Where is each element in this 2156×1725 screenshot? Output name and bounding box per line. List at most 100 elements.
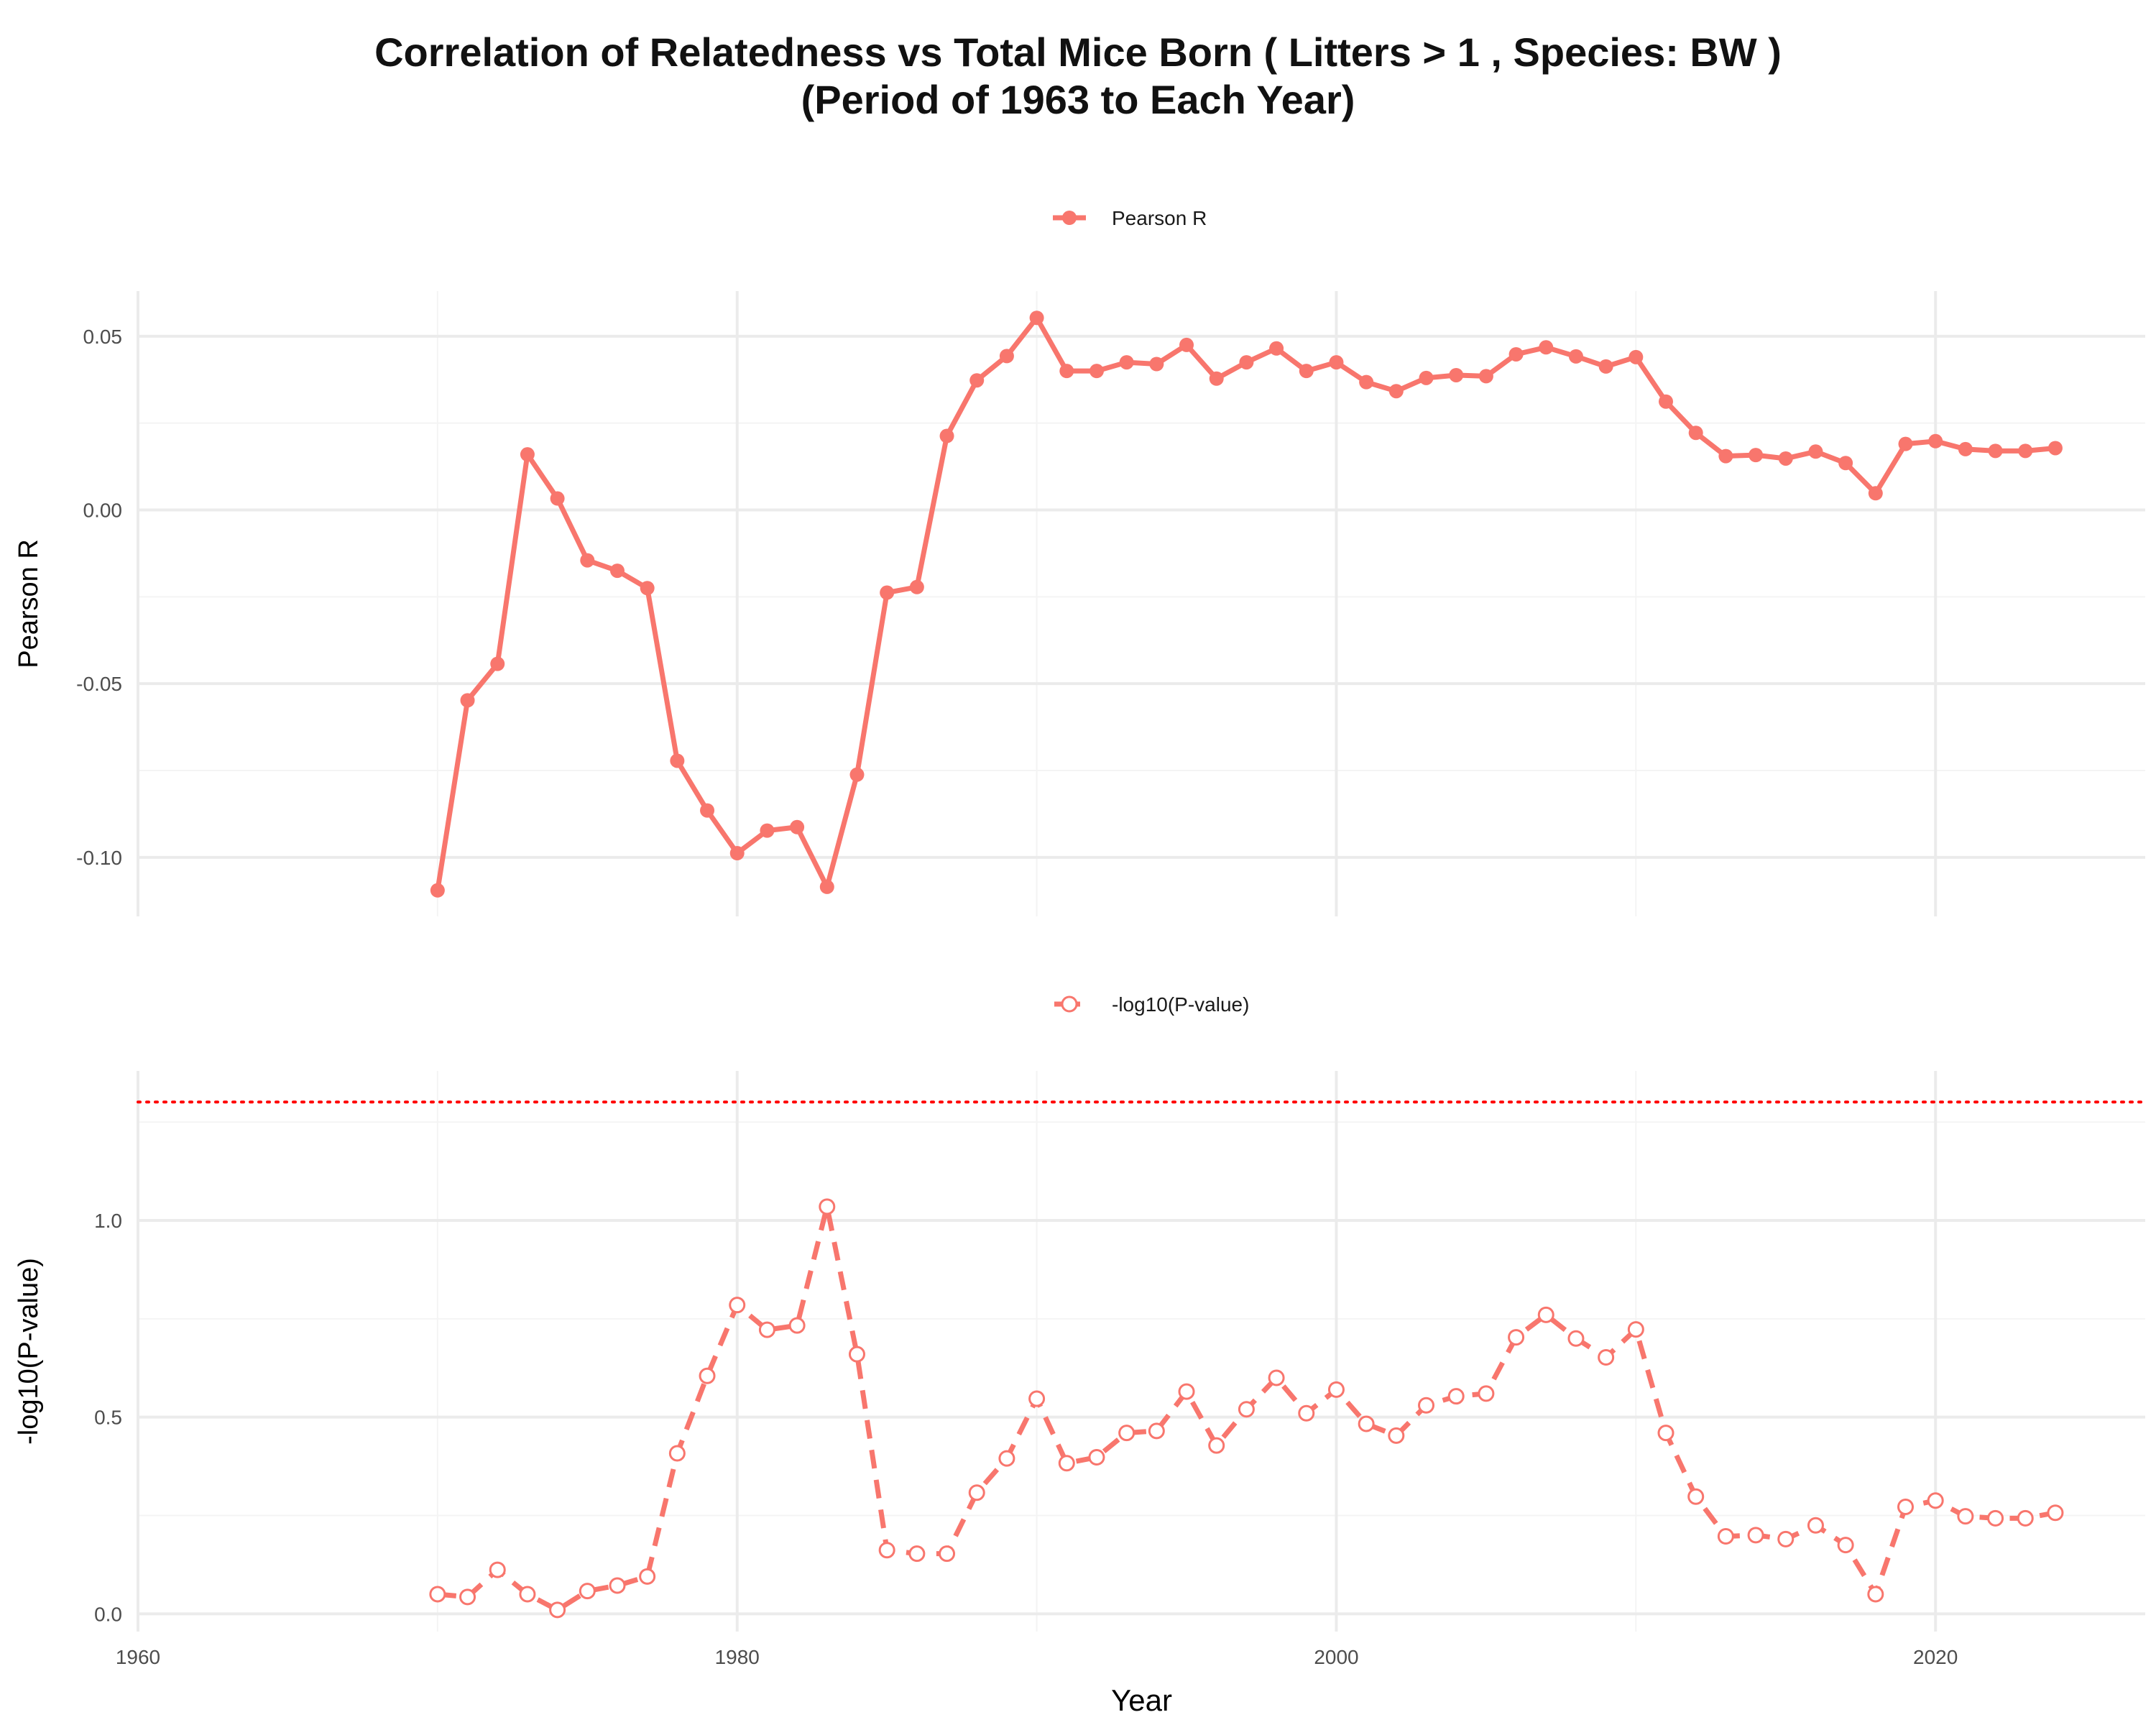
pvalue-data-point xyxy=(1957,1508,1974,1525)
pvalue-data-point xyxy=(1687,1488,1705,1505)
pearson-data-point xyxy=(1539,340,1554,355)
pvalue-data-point xyxy=(1837,1537,1854,1554)
pvalue-data-point xyxy=(1598,1348,1615,1366)
pvalue-data-point xyxy=(519,1586,536,1603)
pvalue-data-point xyxy=(908,1545,926,1563)
pearson-data-point xyxy=(1568,349,1583,364)
pvalue-data-point xyxy=(819,1198,836,1215)
pvalue-data-point xyxy=(1478,1385,1495,1402)
pvalue-data-point xyxy=(758,1321,775,1338)
pearson-data-point xyxy=(849,767,865,782)
pvalue-data-point xyxy=(1298,1404,1315,1422)
pvalue-data-point xyxy=(1567,1330,1585,1347)
pvalue-data-point xyxy=(459,1588,476,1606)
pearson-data-point xyxy=(1329,355,1344,370)
pearson-data-point xyxy=(640,581,655,596)
pearson-data-point xyxy=(1179,337,1194,352)
pvalue-data-point xyxy=(968,1484,985,1501)
pearson-data-point xyxy=(1209,371,1224,386)
pvalue-data-point xyxy=(699,1367,716,1384)
pearson-data-point xyxy=(1898,436,1913,451)
pearson-data-point xyxy=(790,819,805,834)
pvalue-data-point xyxy=(1627,1321,1644,1338)
pearson-data-point xyxy=(729,846,745,861)
pvalue-data-point xyxy=(1148,1422,1165,1440)
pvalue-x-tick-label: 2000 xyxy=(1314,1646,1358,1668)
chart-title: Correlation of Relatedness vs Total Mice… xyxy=(0,29,2156,124)
pearson-data-point xyxy=(819,879,834,894)
pvalue-data-point xyxy=(1747,1527,1764,1544)
pvalue-data-point xyxy=(998,1450,1015,1467)
pearson-data-point xyxy=(1059,364,1074,379)
pearson-legend-key-marker xyxy=(1062,211,1077,225)
pearson-data-point xyxy=(1988,443,2003,459)
pearson-data-point xyxy=(760,823,775,838)
pvalue-data-point xyxy=(429,1586,446,1603)
pearson-data-point xyxy=(1838,456,1853,471)
pearson-data-point xyxy=(1478,369,1493,384)
pvalue-data-point xyxy=(1418,1397,1435,1414)
pvalue-data-point xyxy=(549,1601,566,1619)
pvalue-data-point xyxy=(1178,1383,1195,1400)
pearson-data-point xyxy=(939,428,954,443)
pvalue-data-point xyxy=(1867,1586,1884,1603)
pearson-data-point xyxy=(1958,441,1973,456)
pearson-data-point xyxy=(1598,359,1613,374)
pvalue-y-tick-label: 0.0 xyxy=(94,1603,122,1625)
pvalue-data-point xyxy=(639,1568,656,1585)
pearson-data-point xyxy=(1808,444,1823,459)
pearson-data-point xyxy=(2018,443,2033,459)
pearson-data-point xyxy=(880,585,895,600)
pvalue-data-point xyxy=(489,1561,506,1578)
pearson-panel: -0.10 -0.05 0.00 0.05 Pearson R Pearson R xyxy=(14,207,2145,916)
pearson-data-point xyxy=(1359,374,1374,390)
pvalue-data-point xyxy=(1358,1415,1375,1432)
pearson-y-tick-label: 0.00 xyxy=(83,500,123,522)
pearson-data-point xyxy=(1089,364,1104,379)
pearson-data-point xyxy=(1239,355,1254,370)
pvalue-data-point xyxy=(1208,1437,1225,1454)
pvalue-x-tick-label: 2020 xyxy=(1913,1646,1958,1668)
pearson-data-point xyxy=(520,447,535,462)
pearson-data-point xyxy=(1388,384,1404,399)
pvalue-data-point xyxy=(1028,1390,1046,1407)
chart-title-line-2: (Period of 1963 to Each Year) xyxy=(801,77,1355,122)
pvalue-data-point xyxy=(1927,1492,1944,1509)
pvalue-data-point xyxy=(1447,1388,1465,1405)
chart-title-line-1: Correlation of Relatedness vs Total Mice… xyxy=(374,29,1782,75)
pvalue-data-point xyxy=(848,1346,865,1363)
pearson-y-tick-label: -0.10 xyxy=(76,847,122,869)
pearson-data-point xyxy=(1029,310,1044,326)
pearson-data-point xyxy=(1508,346,1524,362)
pearson-data-point xyxy=(1149,356,1164,372)
pvalue-data-point xyxy=(1388,1427,1405,1444)
pearson-data-point xyxy=(580,553,595,568)
pearson-data-point xyxy=(460,693,475,708)
pvalue-data-point xyxy=(609,1577,626,1594)
pvalue-data-point xyxy=(1058,1455,1075,1472)
pearson-data-point xyxy=(999,349,1014,364)
pvalue-x-tick-label: 1980 xyxy=(715,1646,760,1668)
pearson-data-point xyxy=(1419,370,1434,385)
pvalue-data-point xyxy=(1268,1369,1285,1386)
pearson-data-point xyxy=(1628,349,1644,364)
pvalue-data-point xyxy=(729,1297,746,1314)
pearson-series-line xyxy=(435,315,2056,891)
pearson-data-point xyxy=(1119,355,1134,370)
pvalue-data-point xyxy=(788,1317,806,1334)
pvalue-data-point xyxy=(1897,1498,1915,1515)
pvalue-data-point xyxy=(1088,1449,1105,1466)
pvalue-data-point xyxy=(579,1583,596,1600)
pvalue-data-point xyxy=(1118,1425,1135,1442)
pearson-data-point xyxy=(700,803,715,818)
pearson-data-point xyxy=(2047,441,2063,456)
pvalue-data-point xyxy=(2017,1509,2034,1527)
pearson-data-point xyxy=(1778,451,1793,466)
pvalue-data-point xyxy=(878,1542,895,1559)
pvalue-data-point xyxy=(1717,1528,1734,1545)
pvalue-legend: -log10(P-value) xyxy=(1054,993,1249,1016)
pearson-data-point xyxy=(1269,341,1284,356)
pvalue-data-point xyxy=(668,1445,686,1462)
pearson-data-point xyxy=(1928,433,1943,448)
